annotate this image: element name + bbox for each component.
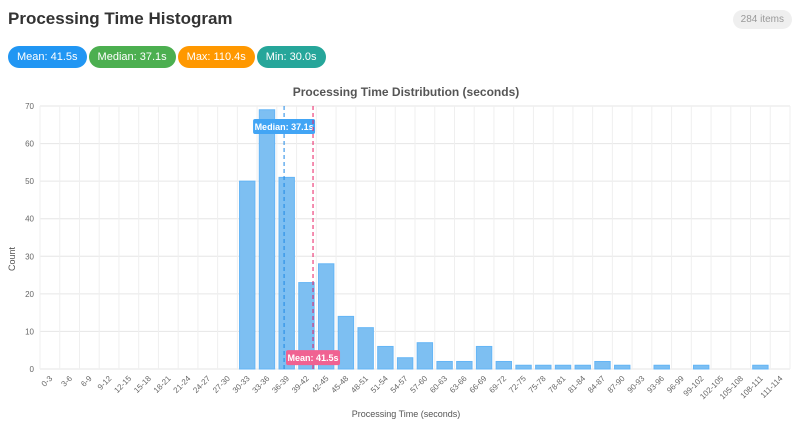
x-tick-label: 72-75	[507, 374, 528, 395]
min-pill: Min: 30.0s	[256, 46, 326, 68]
y-tick-label: 20	[25, 290, 34, 299]
stats-pills: Mean: 41.5s Median: 37.1s Max: 110.4s Mi…	[8, 46, 326, 68]
y-axis-label: Count	[7, 247, 17, 272]
x-tick-label: 36-39	[270, 374, 291, 395]
x-tick-label: 0-3	[40, 374, 55, 389]
header: Processing Time Histogram 284 items	[0, 0, 800, 40]
x-tick-label: 33-36	[251, 374, 272, 395]
item-count-badge: 284 items	[732, 10, 792, 29]
x-tick-label: 111-114	[759, 374, 785, 400]
y-tick-label: 50	[25, 177, 34, 186]
histogram-bar	[752, 364, 769, 370]
x-tick-label: 48-51	[349, 374, 370, 395]
histogram-bar	[475, 345, 493, 370]
x-tick-label: 12-15	[112, 374, 133, 395]
histogram-chart: Processing Time Distribution (seconds) M…	[7, 85, 791, 419]
histogram-bar	[258, 109, 276, 370]
x-tick-label: 45-48	[329, 374, 350, 395]
histogram-bar	[416, 342, 434, 370]
histogram-bar	[535, 364, 552, 370]
histogram-bar	[337, 315, 355, 370]
y-tick-label: 60	[25, 140, 34, 149]
histogram-bar	[377, 345, 394, 370]
x-tick-label: 15-18	[132, 374, 153, 395]
median-annotation-label: Median: 37.1s	[255, 122, 314, 132]
x-tick-label: 9-12	[96, 374, 114, 392]
x-axis-label: Processing Time (seconds)	[352, 409, 461, 419]
annotations: Median: 37.1s Mean: 41.5s	[253, 106, 341, 369]
y-tick-label: 10	[25, 327, 34, 336]
x-tick-label: 69-72	[487, 374, 508, 395]
histogram-bar	[515, 364, 532, 370]
histogram-bar	[594, 360, 611, 370]
chart-title: Processing Time Distribution (seconds)	[293, 85, 520, 99]
x-tick-label: 60-63	[428, 374, 449, 395]
x-tick-label: 54-57	[389, 374, 410, 395]
histogram-bar	[554, 364, 572, 370]
mean-label-bg	[286, 350, 341, 366]
page-title: Processing Time Histogram	[8, 9, 233, 28]
x-tick-label: 21-24	[172, 374, 193, 395]
y-axis-ticks: 0 10 20 30 40 50 60 70	[25, 102, 34, 374]
x-tick-label: 75-78	[527, 374, 548, 395]
histogram-bar	[495, 360, 513, 370]
x-tick-label: 63-66	[448, 374, 469, 395]
x-tick-label: 3-6	[59, 374, 74, 389]
histogram-bar	[614, 364, 631, 370]
histogram-bar	[357, 327, 374, 370]
x-tick-label: 18-21	[152, 374, 173, 395]
median-pill: Median: 37.1s	[88, 46, 176, 68]
y-tick-label: 0	[30, 365, 35, 374]
x-tick-label: 81-84	[566, 374, 587, 395]
histogram-bar	[298, 282, 315, 370]
histogram-bar	[436, 360, 453, 370]
x-axis-ticks: 0-3 3-6 6-9 9-1212-1515-1818-2121-2424-2727…	[40, 374, 785, 402]
x-tick-label: 93-96	[645, 374, 666, 395]
mean-pill: Mean: 41.5s	[8, 46, 87, 68]
histogram-bar	[692, 364, 710, 370]
y-tick-label: 30	[25, 252, 34, 261]
x-tick-label: 87-90	[606, 374, 627, 395]
histogram-bar	[396, 357, 414, 370]
histogram-bar	[574, 364, 591, 370]
x-tick-label: 57-60	[408, 374, 429, 395]
y-tick-label: 70	[25, 102, 34, 111]
mean-annotation-label: Mean: 41.5s	[288, 353, 339, 363]
histogram-bar	[456, 360, 473, 370]
x-tick-label: 24-27	[191, 374, 212, 395]
x-tick-label: 39-42	[290, 374, 311, 395]
histogram-bar	[317, 263, 335, 370]
x-tick-label: 42-45	[310, 374, 331, 395]
x-tick-label: 84-87	[586, 374, 607, 395]
x-tick-label: 90-93	[626, 374, 647, 395]
histogram-bar	[239, 180, 256, 370]
max-pill: Max: 110.4s	[177, 46, 255, 68]
x-tick-label: 78-81	[547, 374, 568, 395]
histogram-bar	[278, 176, 295, 370]
x-tick-label: 6-9	[79, 374, 94, 389]
grid	[39, 105, 791, 370]
y-tick-label: 40	[25, 215, 34, 224]
x-tick-label: 51-54	[369, 374, 390, 395]
bars	[239, 109, 769, 370]
median-label-bg	[253, 119, 316, 135]
histogram-bar	[653, 364, 670, 370]
x-tick-label: 30-33	[231, 374, 252, 395]
x-tick-label: 66-69	[468, 374, 489, 395]
x-tick-label: 27-30	[211, 374, 232, 395]
